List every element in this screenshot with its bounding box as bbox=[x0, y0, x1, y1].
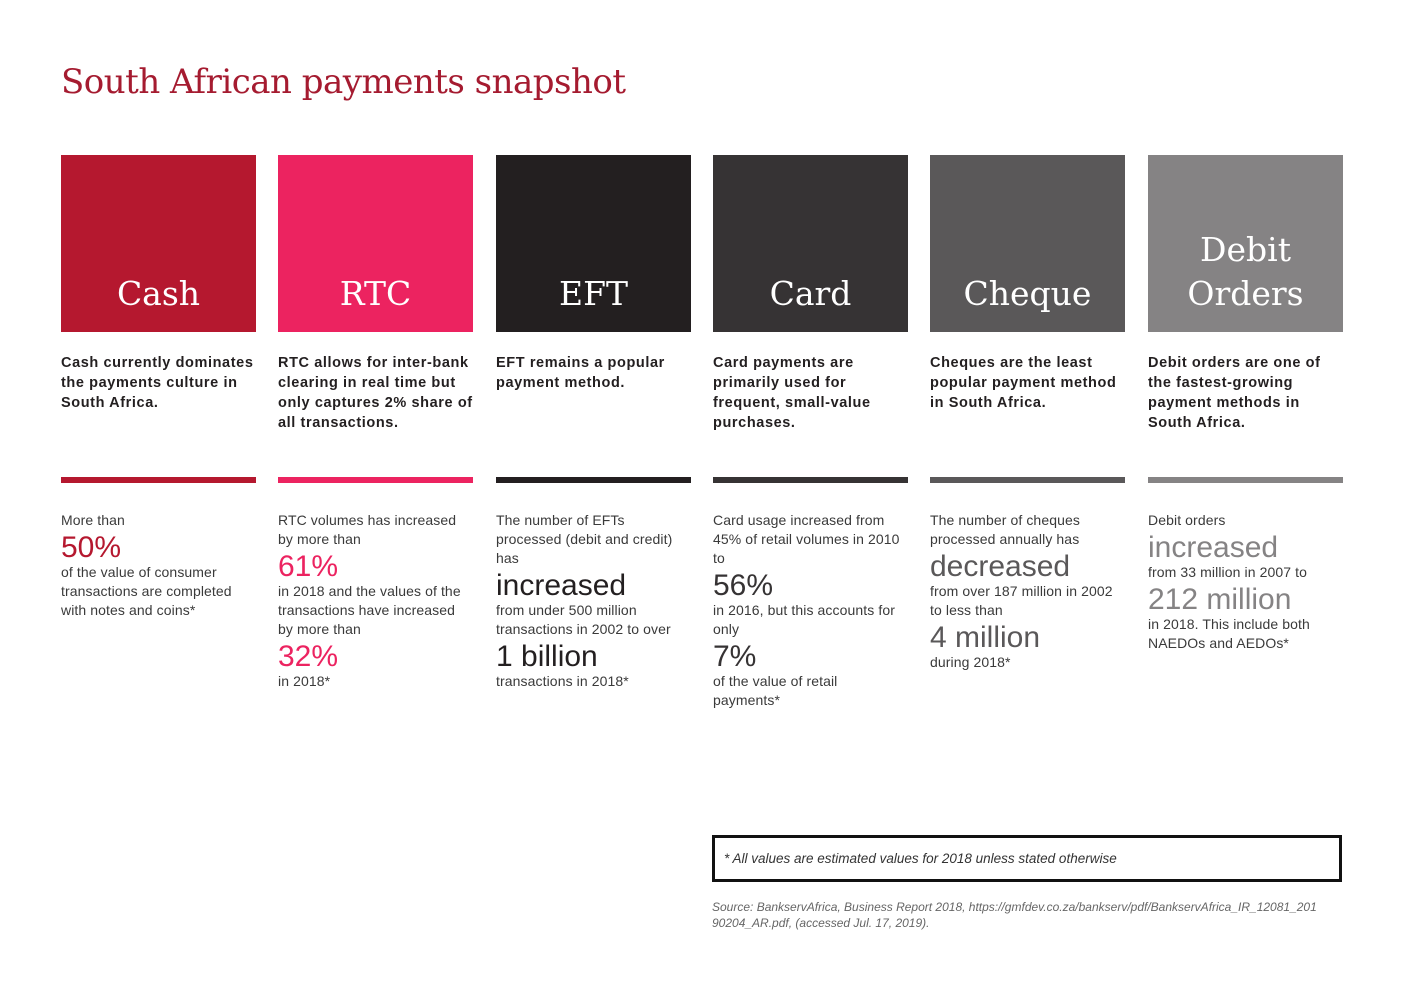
stat-highlight: decreased bbox=[930, 550, 1071, 583]
column-description: Debit orders are one of the fastest-grow… bbox=[1148, 355, 1321, 431]
column-header: Debit Orders bbox=[1148, 155, 1343, 332]
stat-highlight: 4 million bbox=[930, 621, 1041, 654]
column-stats: Debit orders increased from 33 million in … bbox=[1148, 511, 1340, 653]
stat-text: in 2018 and the values of the transactio… bbox=[278, 583, 461, 637]
payment-column: Cash Cash currently dominates the payment… bbox=[61, 155, 256, 618]
page-title: South African payments snapshot bbox=[61, 62, 626, 102]
column-description: EFT remains a popular payment method. bbox=[496, 355, 665, 391]
stat-text: from under 500 million transactions in 2… bbox=[496, 602, 671, 637]
column-rule bbox=[496, 477, 691, 483]
column-description: Cheques are the least popular payment me… bbox=[930, 355, 1117, 411]
stat-text: The number of EFTs processed (debit and … bbox=[496, 512, 673, 566]
payment-column: Card Card payments are primarily used for… bbox=[713, 155, 908, 708]
stat-text: transactions in 2018* bbox=[496, 673, 629, 689]
stat-text: RTC volumes has increased by more than bbox=[278, 512, 457, 547]
footnote: * All values are estimated values for 20… bbox=[712, 835, 1342, 882]
column-rule bbox=[713, 477, 908, 483]
column-stats: The number of EFTs processed (debit and … bbox=[496, 511, 688, 691]
column-description: Cash currently dominates the payments cu… bbox=[61, 355, 254, 411]
payment-column: RTC RTC allows for inter-bank clearing in… bbox=[278, 155, 473, 689]
stat-highlight: 50% bbox=[61, 531, 122, 564]
stat-text: of the value of consumer transactions ar… bbox=[61, 564, 232, 618]
column-rule bbox=[278, 477, 473, 483]
stat-highlight: 7% bbox=[713, 640, 757, 673]
stat-text: in 2016, but this accounts for only bbox=[713, 602, 895, 637]
stat-highlight: 61% bbox=[278, 550, 339, 583]
column-stats: RTC volumes has increased by more than 61… bbox=[278, 511, 470, 691]
column-header: Card bbox=[713, 155, 908, 332]
payment-column: Debit Orders Debit orders are one of the … bbox=[1148, 155, 1343, 651]
column-header: RTC bbox=[278, 155, 473, 332]
stat-text: of the value of retail payments* bbox=[713, 673, 838, 708]
payment-column: Cheque Cheques are the least popular paym… bbox=[930, 155, 1125, 670]
stat-text: Card usage increased from 45% of retail … bbox=[713, 512, 900, 566]
column-rule bbox=[61, 477, 256, 483]
column-header: EFT bbox=[496, 155, 691, 332]
stat-text: in 2018. This include both NAEDOs and AE… bbox=[1148, 616, 1310, 651]
column-rule bbox=[1148, 477, 1343, 483]
stat-text: in 2018* bbox=[278, 673, 331, 689]
column-stats: More than 50% of the value of consumer tra… bbox=[61, 511, 253, 620]
stat-highlight: 212 million bbox=[1148, 583, 1292, 616]
payment-column: EFT EFT remains a popular payment method.… bbox=[496, 155, 691, 689]
source-note: Source: BankservAfrica, Business Report … bbox=[712, 900, 1317, 930]
stat-text: during 2018* bbox=[930, 654, 1011, 670]
stat-text: from over 187 million in 2002 to less th… bbox=[930, 583, 1113, 618]
column-header: Cash bbox=[61, 155, 256, 332]
column-stats: Card usage increased from 45% of retail … bbox=[713, 511, 905, 710]
column-description: RTC allows for inter-bank clearing in re… bbox=[278, 355, 473, 431]
stat-text: The number of cheques processed annually… bbox=[930, 512, 1080, 547]
stat-highlight: 1 billion bbox=[496, 640, 598, 673]
stat-text: from 33 million in 2007 to bbox=[1148, 564, 1308, 580]
stat-highlight: increased bbox=[496, 569, 627, 602]
column-description: Card payments are primarily used for fre… bbox=[713, 355, 871, 431]
stat-text: More than bbox=[61, 512, 125, 528]
column-header: Cheque bbox=[930, 155, 1125, 332]
stat-text: Debit orders bbox=[1148, 512, 1226, 528]
stat-highlight: increased bbox=[1148, 531, 1279, 564]
column-rule bbox=[930, 477, 1125, 483]
column-stats: The number of cheques processed annually… bbox=[930, 511, 1122, 672]
stat-highlight: 32% bbox=[278, 640, 339, 673]
stat-highlight: 56% bbox=[713, 569, 774, 602]
